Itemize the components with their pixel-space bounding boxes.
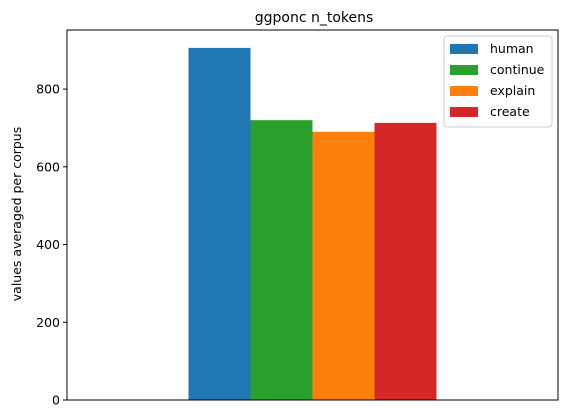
legend: human continue explain create (444, 36, 552, 127)
y-tick-label: 0 (52, 393, 60, 408)
y-tick-label: 400 (36, 237, 60, 252)
bar-create (375, 123, 437, 400)
y-axis-label: values averaged per corpus (9, 127, 24, 301)
legend-swatch-human (450, 44, 478, 54)
bar-explain (313, 132, 375, 400)
y-tick-label: 600 (36, 159, 60, 174)
y-axis: 0 200 400 600 800 (36, 82, 67, 408)
bar-human (189, 48, 251, 400)
legend-label-continue: continue (490, 62, 545, 77)
legend-swatch-explain (450, 86, 478, 96)
bar-continue (251, 120, 313, 400)
legend-swatch-create (450, 107, 478, 117)
legend-label-create: create (490, 104, 530, 119)
chart-title: ggponc n_tokens (255, 10, 374, 26)
legend-label-human: human (490, 41, 534, 56)
y-tick-label: 800 (36, 82, 60, 97)
y-tick-label: 200 (36, 315, 60, 330)
legend-label-explain: explain (490, 83, 535, 98)
legend-swatch-continue (450, 65, 478, 75)
bars-group (189, 48, 437, 400)
